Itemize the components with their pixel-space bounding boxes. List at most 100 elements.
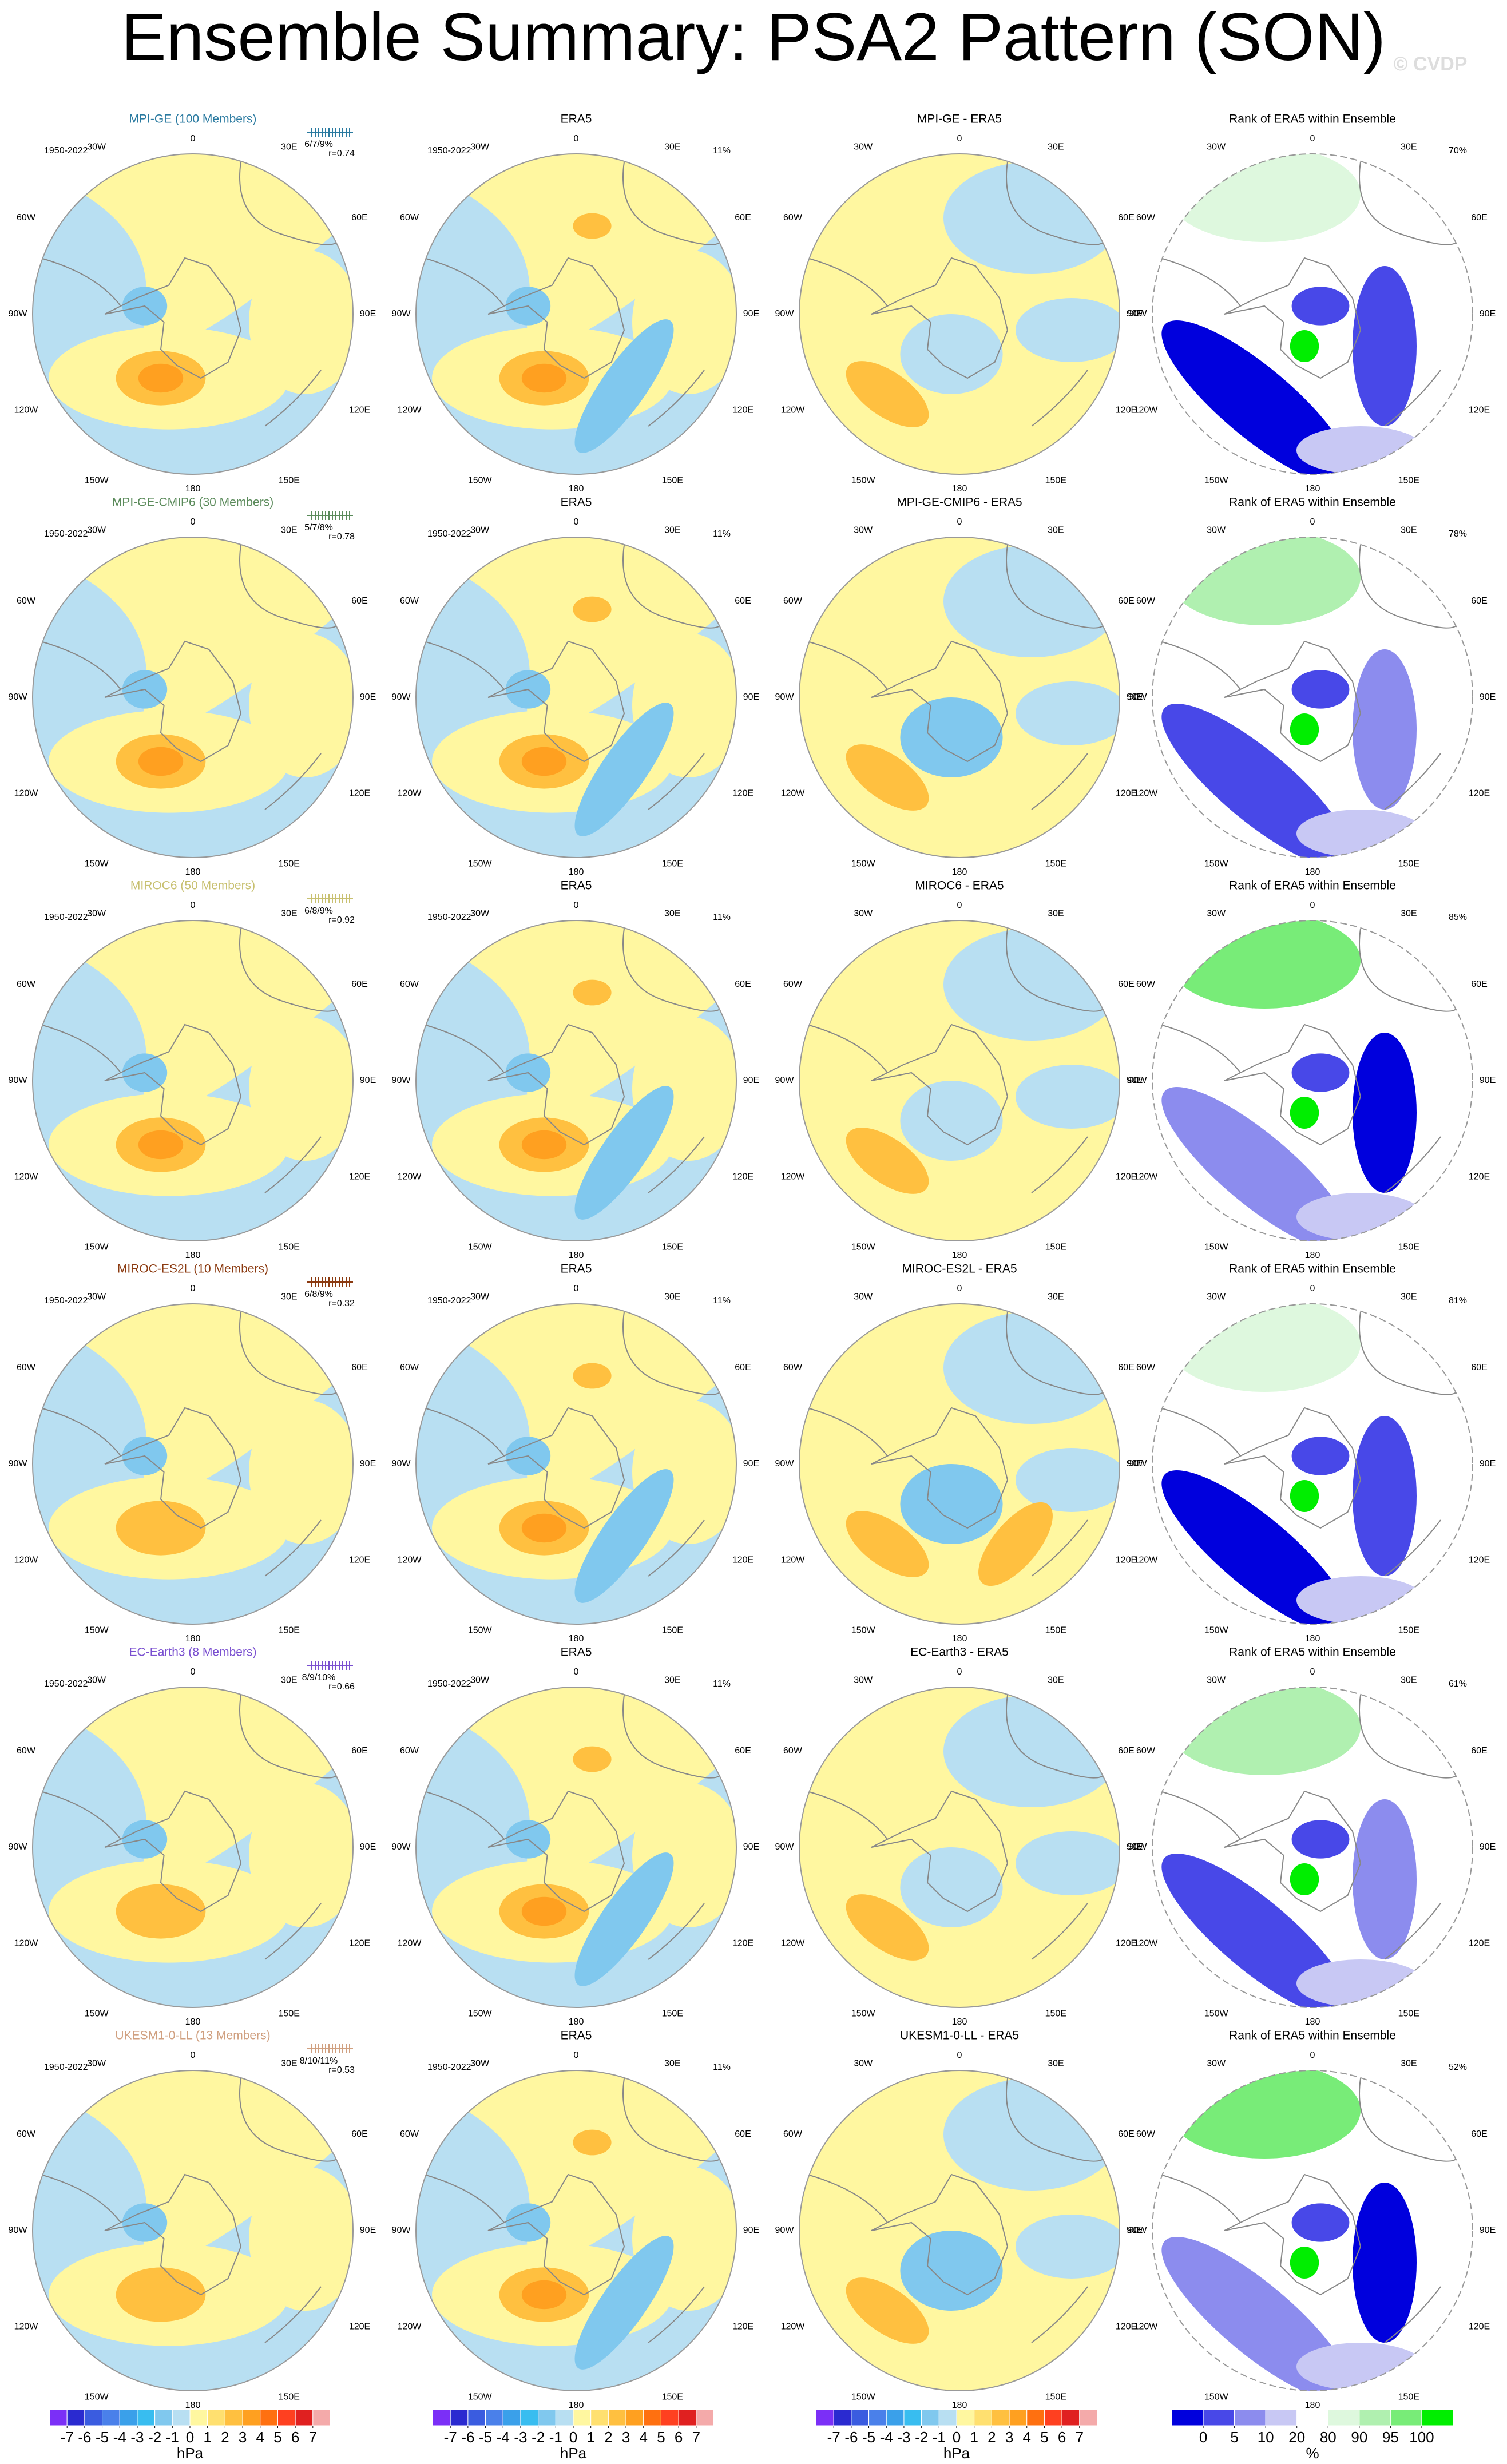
longitude-label: 0 bbox=[191, 1667, 196, 1677]
map bbox=[33, 537, 353, 858]
colorbar-cell bbox=[502, 2409, 521, 2426]
region bbox=[1168, 2070, 1361, 2159]
longitude-label: 90W bbox=[775, 309, 795, 319]
colorbar-cell bbox=[1390, 2409, 1422, 2426]
colorbar-label: -3 bbox=[514, 2429, 527, 2446]
longitude-label: 90E bbox=[743, 692, 759, 702]
colorbar-label: 1 bbox=[970, 2429, 978, 2446]
coastline bbox=[648, 1903, 705, 1960]
longitude-label: 150W bbox=[85, 2392, 109, 2402]
longitude-label: 180 bbox=[952, 1251, 967, 1260]
region bbox=[416, 537, 736, 729]
coastline bbox=[1224, 2173, 1362, 2296]
longitude-label: 150W bbox=[851, 1243, 876, 1252]
longitude-label: 60E bbox=[1118, 2129, 1134, 2139]
longitude-label: 180 bbox=[569, 1251, 584, 1260]
longitude-label: 30E bbox=[1048, 1676, 1064, 1685]
region bbox=[574, 1469, 674, 1603]
longitude-label: 30E bbox=[1048, 1292, 1064, 1302]
longitude-label: 60W bbox=[1136, 1746, 1156, 1756]
coastline bbox=[1384, 753, 1441, 810]
longitude-label: 120E bbox=[349, 1172, 370, 1182]
region bbox=[846, 744, 929, 811]
longitude-label: 120E bbox=[349, 406, 370, 415]
longitude-label: 60W bbox=[783, 213, 803, 223]
longitude-label: 0 bbox=[574, 2050, 579, 2060]
longitude-label: 150E bbox=[1045, 2392, 1066, 2402]
longitude-label: 120W bbox=[14, 1172, 39, 1182]
longitude-label: 60E bbox=[1471, 213, 1487, 223]
region bbox=[116, 2267, 206, 2322]
longitude-label: 90W bbox=[9, 1076, 28, 1085]
colorbar-label: -2 bbox=[532, 2429, 545, 2446]
longitude-label: 120W bbox=[781, 2322, 806, 2332]
longitude-label: 90W bbox=[775, 1459, 795, 1469]
colorbar-label: 3 bbox=[239, 2429, 247, 2446]
coastline bbox=[622, 2078, 721, 2162]
longitude-label: 60W bbox=[17, 2129, 36, 2139]
longitude-label: 60E bbox=[1471, 2129, 1487, 2139]
longitude-label: 90W bbox=[9, 1459, 28, 1469]
colorbar-label: -6 bbox=[461, 2429, 474, 2446]
colorbar-label: 6 bbox=[1058, 2429, 1066, 2446]
longitude-label: 180 bbox=[952, 867, 967, 877]
longitude-label: 30W bbox=[1207, 142, 1226, 152]
colorbar-cell bbox=[172, 2409, 191, 2426]
longitude-label: 120W bbox=[398, 1172, 422, 1182]
period: 1950-2022 bbox=[427, 1296, 471, 1306]
panel-title: MPI-GE (100 Members) bbox=[129, 113, 257, 126]
longitude-label: 0 bbox=[191, 2050, 196, 2060]
region bbox=[1290, 2247, 1319, 2279]
panel-title: Rank of ERA5 within Ensemble bbox=[1229, 879, 1396, 892]
longitude-label: 30W bbox=[470, 909, 490, 919]
longitude-label: 120W bbox=[14, 1556, 39, 1565]
region bbox=[33, 2070, 353, 2263]
longitude-label: 150E bbox=[662, 476, 683, 486]
longitude-label: 0 bbox=[574, 900, 579, 910]
region bbox=[1016, 298, 1120, 362]
region bbox=[1291, 670, 1350, 709]
longitude-label: 90E bbox=[1127, 1459, 1143, 1469]
colorbar-cell bbox=[312, 2409, 331, 2426]
region bbox=[1291, 1820, 1350, 1859]
longitude-label: 60E bbox=[1471, 979, 1487, 989]
longitude-label: 30W bbox=[87, 1292, 106, 1302]
longitude-label: 150W bbox=[1204, 2392, 1229, 2402]
region bbox=[416, 1304, 736, 1496]
longitude-label: 120E bbox=[732, 1556, 754, 1565]
longitude-label: 0 bbox=[957, 1284, 962, 1293]
colorbar-cell bbox=[520, 2409, 539, 2426]
coastline bbox=[1031, 2286, 1088, 2343]
coastline bbox=[1224, 1023, 1362, 1146]
longitude-label: 0 bbox=[1310, 1667, 1315, 1677]
coastline bbox=[807, 1407, 888, 1457]
pattern-corr: r=0.32 bbox=[328, 1299, 355, 1308]
map bbox=[33, 154, 353, 474]
region bbox=[521, 363, 567, 393]
map bbox=[799, 1687, 1120, 2007]
map bbox=[33, 1304, 353, 1624]
coastline bbox=[1160, 2174, 1241, 2223]
region bbox=[573, 596, 612, 622]
map bbox=[799, 920, 1120, 1241]
longitude-label: 120E bbox=[349, 2322, 370, 2332]
colorbar-cell bbox=[1234, 2409, 1266, 2426]
longitude-label: 30W bbox=[1207, 1676, 1226, 1685]
map-border bbox=[415, 537, 737, 858]
longitude-label: 120E bbox=[1469, 789, 1490, 799]
map bbox=[1152, 2070, 1473, 2391]
pattern-corr: r=0.78 bbox=[328, 532, 355, 542]
longitude-label: 0 bbox=[574, 517, 579, 527]
longitude-label: 120E bbox=[732, 789, 754, 799]
map bbox=[799, 2070, 1120, 2391]
coastline bbox=[648, 2286, 705, 2343]
longitude-label: 150W bbox=[468, 2392, 493, 2402]
longitude-label: 90W bbox=[1128, 692, 1148, 702]
map-border bbox=[1152, 1303, 1473, 1625]
coastline bbox=[1224, 257, 1362, 379]
colorbar-cell bbox=[678, 2409, 697, 2426]
longitude-label: 150E bbox=[279, 1626, 300, 1636]
longitude-label: 120W bbox=[14, 789, 39, 799]
coastline bbox=[1359, 928, 1457, 1012]
longitude-label: 30E bbox=[664, 142, 680, 152]
